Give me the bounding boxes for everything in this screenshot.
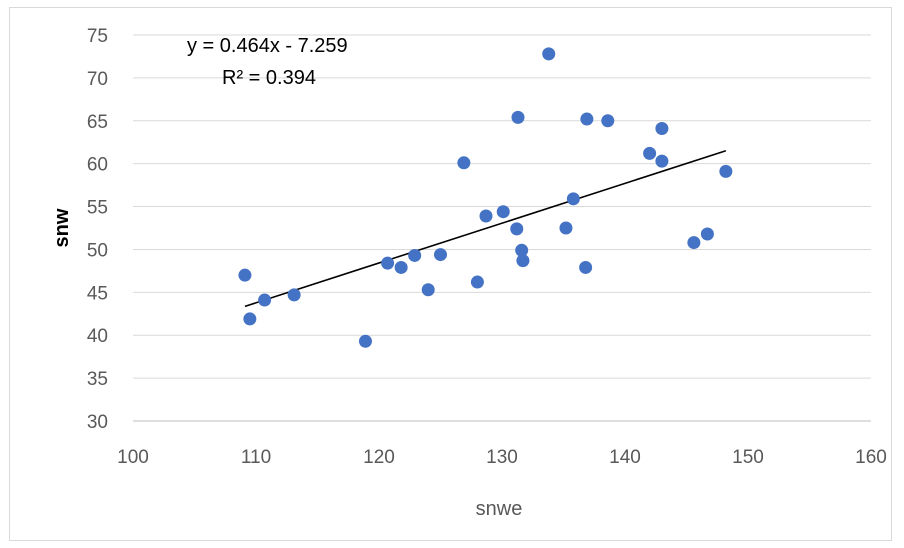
x-axis-title: snwe	[476, 498, 523, 520]
y-tick-labels: 30 35 40 45 50 55 60 65 70 75	[87, 26, 108, 433]
y-tick-label: 50	[87, 240, 108, 261]
data-point	[687, 236, 701, 250]
x-tick-label: 110	[241, 447, 271, 468]
data-point	[655, 121, 669, 135]
y-tick-label: 70	[87, 69, 108, 90]
y-tick-label: 55	[87, 198, 108, 219]
x-tick-label: 140	[609, 447, 641, 468]
chart-area	[9, 7, 892, 541]
y-tick-label: 30	[87, 412, 108, 433]
trendline-equation: y = 0.464x - 7.259	[187, 35, 348, 57]
data-point	[559, 221, 573, 235]
data-point	[515, 243, 529, 257]
data-point	[408, 248, 422, 262]
data-point	[243, 312, 257, 326]
gridlines	[133, 34, 871, 379]
data-point	[700, 227, 714, 241]
data-point	[258, 293, 272, 307]
data-point	[643, 146, 657, 160]
y-tick-label: 65	[87, 112, 108, 133]
data-point	[516, 254, 530, 268]
data-points	[238, 47, 733, 348]
y-tick-label: 45	[87, 283, 108, 304]
data-point	[510, 222, 524, 236]
data-point	[421, 283, 435, 297]
data-point	[579, 260, 593, 274]
data-point	[434, 248, 447, 262]
x-tick-label: 150	[732, 447, 764, 468]
x-tick-label: 160	[855, 447, 887, 468]
data-point	[496, 205, 510, 219]
data-point	[358, 334, 372, 348]
y-tick-label: 75	[87, 26, 108, 47]
data-point	[542, 47, 556, 61]
data-point	[566, 192, 580, 206]
y-tick-label: 35	[87, 369, 108, 390]
data-point	[394, 260, 408, 274]
data-point	[655, 154, 669, 168]
data-point	[287, 288, 301, 302]
data-point	[457, 156, 471, 170]
data-point	[470, 275, 484, 289]
y-tick-label: 60	[87, 155, 108, 176]
x-tick-labels: 100 110 120 130 140 150 160	[117, 447, 887, 468]
x-tick-label: 100	[117, 447, 149, 468]
data-point	[381, 256, 395, 270]
y-tick-label: 40	[87, 326, 108, 347]
trendline	[244, 149, 727, 308]
data-point	[238, 268, 252, 282]
data-point	[719, 164, 733, 178]
data-point	[580, 112, 594, 126]
data-point	[479, 209, 493, 223]
data-point	[601, 114, 615, 128]
y-axis-title: snw	[51, 208, 73, 247]
r-squared-label: R² = 0.394	[222, 67, 316, 89]
x-tick-label: 120	[363, 447, 395, 468]
x-tick-label: 130	[486, 447, 518, 468]
data-point	[511, 110, 525, 124]
